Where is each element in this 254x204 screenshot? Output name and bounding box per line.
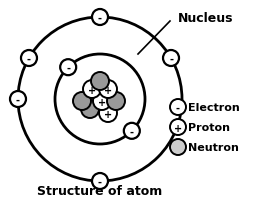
Text: Structure of atom: Structure of atom: [37, 185, 162, 197]
Circle shape: [10, 92, 26, 108]
Text: -: -: [129, 127, 133, 137]
Text: -: -: [168, 55, 172, 65]
Circle shape: [91, 73, 108, 91]
Text: +: +: [104, 110, 112, 119]
Text: -: -: [27, 55, 31, 65]
Circle shape: [92, 10, 108, 26]
Text: Nucleus: Nucleus: [177, 11, 233, 24]
Text: -: -: [98, 14, 102, 24]
Circle shape: [107, 93, 124, 110]
Text: -: -: [98, 177, 102, 187]
Text: +: +: [98, 98, 106, 108]
Text: Proton: Proton: [187, 122, 229, 132]
Text: -: -: [66, 64, 70, 74]
Circle shape: [81, 101, 99, 118]
Text: -: -: [175, 103, 179, 113]
Text: Electron: Electron: [187, 102, 239, 112]
Circle shape: [99, 104, 117, 122]
Circle shape: [123, 123, 139, 139]
Text: +: +: [173, 123, 181, 133]
Circle shape: [162, 51, 178, 67]
Circle shape: [21, 51, 37, 67]
Text: -: -: [16, 95, 20, 105]
Circle shape: [83, 81, 101, 99]
Text: Neutron: Neutron: [187, 142, 238, 152]
Circle shape: [93, 93, 110, 110]
Circle shape: [60, 60, 76, 76]
Circle shape: [169, 139, 185, 155]
Text: +: +: [88, 86, 96, 95]
Circle shape: [169, 119, 185, 135]
Circle shape: [99, 81, 117, 99]
Circle shape: [92, 173, 108, 189]
Circle shape: [73, 93, 91, 110]
Text: +: +: [104, 86, 112, 95]
Circle shape: [169, 100, 185, 115]
